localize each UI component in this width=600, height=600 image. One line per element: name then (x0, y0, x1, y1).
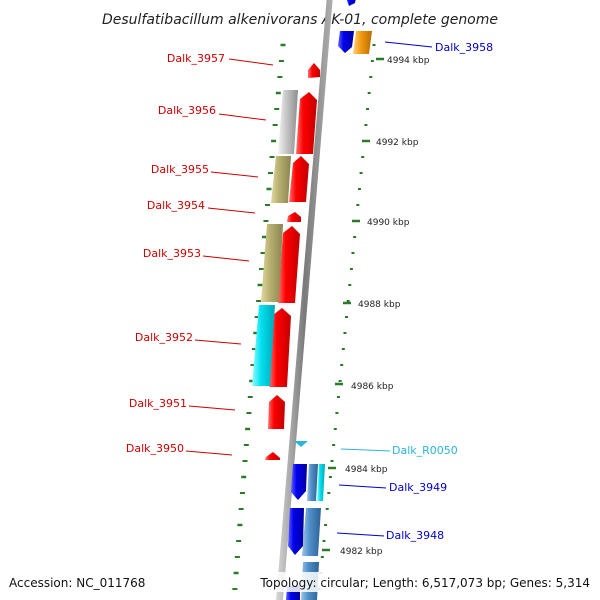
cds-arrow-top[interactable] (346, 0, 356, 6)
cog-box-3949a[interactable] (307, 464, 318, 501)
gene-label-3950[interactable]: Dalk_3950 (126, 442, 184, 455)
gene-label-3955[interactable]: Dalk_3955 (151, 163, 209, 176)
scale-label-4984: 4984 kbp (345, 465, 388, 475)
gene-label-3958[interactable]: Dalk_3958 (435, 41, 493, 54)
cog-box-3949b[interactable] (317, 464, 325, 501)
cds-arrow-3953[interactable] (278, 226, 300, 303)
scale-label-4990: 4990 kbp (367, 218, 410, 228)
genome-backbone (276, 0, 333, 600)
tick-track-right (317, 44, 376, 590)
cds-arrow-3957[interactable] (308, 63, 320, 78)
leader-lines (185, 41, 433, 537)
scale-label-4994: 4994 kbp (387, 56, 430, 66)
rna-marker-R0050[interactable] (294, 441, 308, 447)
genome-summary-text: Topology: circular; Length: 6,517,073 bp… (259, 576, 590, 590)
footer-summary-bg (258, 572, 594, 592)
gene-label-3948[interactable]: Dalk_3948 (386, 529, 444, 542)
cds-arrow-3958-blue[interactable] (338, 31, 354, 53)
cog-box-3956[interactable] (278, 90, 298, 154)
gene-label-3949[interactable]: Dalk_3949 (389, 481, 447, 494)
gene-label-3956[interactable]: Dalk_3956 (158, 104, 216, 117)
cog-box-3952[interactable] (252, 305, 275, 386)
accession-text: Accession: NC_011768 (9, 576, 145, 590)
cog-box-3958[interactable] (353, 31, 372, 54)
cds-arrow-3950[interactable] (265, 452, 280, 460)
cog-box-3953[interactable] (261, 224, 283, 302)
minus-strand-cog (252, 90, 298, 386)
cds-arrow-3954[interactable] (287, 212, 301, 222)
gene-label-3953[interactable]: Dalk_3953 (143, 247, 201, 260)
cds-arrow-3952[interactable] (269, 308, 291, 387)
cds-arrow-3951[interactable] (268, 395, 285, 429)
gene-labels: Dalk_3958 Dalk_3957 Dalk_3956 Dalk_3955 … (126, 41, 493, 542)
minus-strand-cds (265, 63, 320, 460)
scale-label-4992: 4992 kbp (376, 138, 419, 148)
cds-arrow-3949[interactable] (291, 464, 307, 500)
map-title: Desulfatibacillum alkenivorans AK-01, co… (102, 12, 498, 28)
scale-labels: 4994 kbp 4992 kbp 4990 kbp 4988 kbp 4986… (322, 56, 430, 557)
gene-label-3954[interactable]: Dalk_3954 (147, 199, 205, 212)
scale-label-4986: 4986 kbp (351, 382, 394, 392)
gene-label-3951[interactable]: Dalk_3951 (129, 397, 187, 410)
scale-label-4988: 4988 kbp (358, 300, 401, 310)
cds-arrow-3956[interactable] (296, 92, 317, 154)
cds-arrow-3955[interactable] (289, 156, 309, 202)
cog-box-3948[interactable] (302, 508, 321, 556)
gene-label-3952[interactable]: Dalk_3952 (135, 331, 193, 344)
gene-label-3957[interactable]: Dalk_3957 (167, 52, 225, 65)
cds-arrow-3948[interactable] (288, 508, 304, 555)
scale-label-4982: 4982 kbp (340, 547, 383, 557)
cog-box-3955[interactable] (271, 156, 291, 203)
gene-label-R0050[interactable]: Dalk_R0050 (392, 444, 458, 457)
